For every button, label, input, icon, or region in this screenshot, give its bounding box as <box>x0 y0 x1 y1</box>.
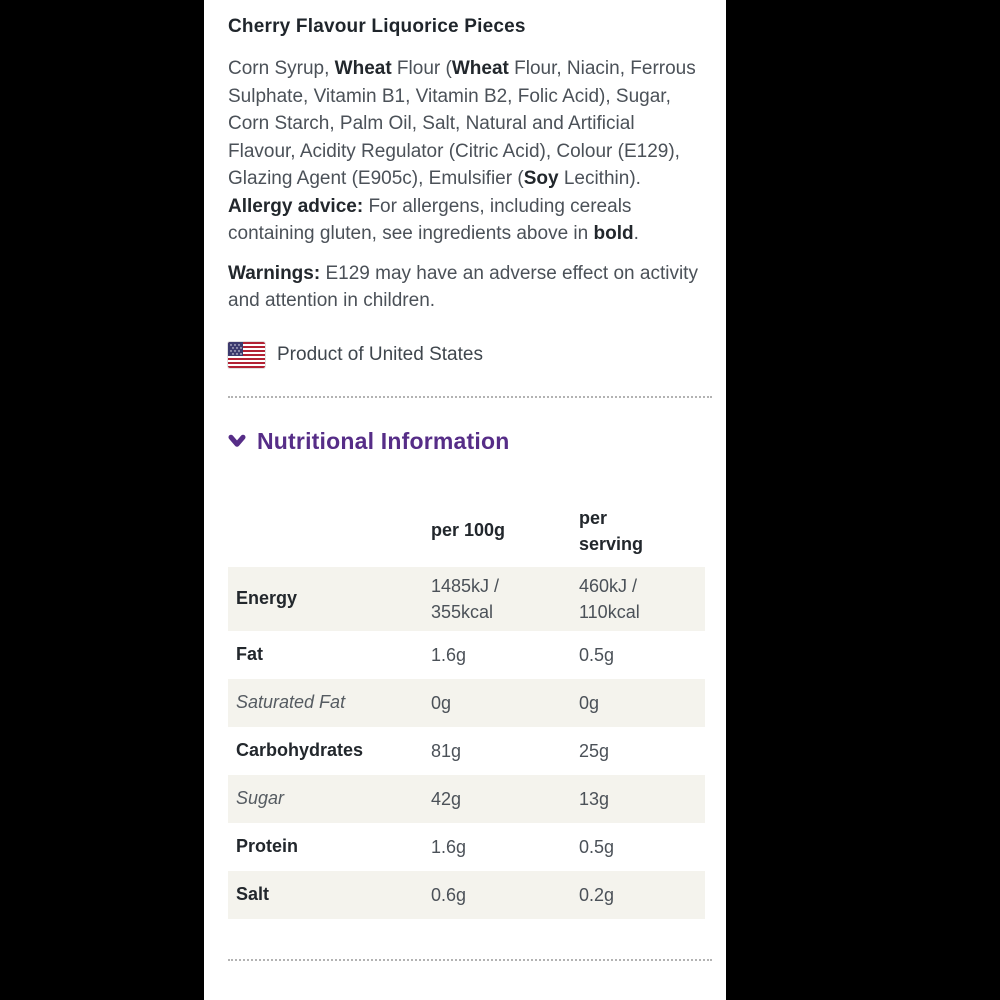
allergen-wheat: Wheat <box>451 58 509 79</box>
nutrition-accordion-toggle[interactable]: Nutritional Information <box>228 428 700 455</box>
allergen-wheat: Wheat <box>334 58 392 79</box>
nutrient-label: Protein <box>236 836 299 856</box>
nutrient-label: Sugar <box>236 788 285 808</box>
per-100g-value: 1.6g <box>431 836 467 857</box>
table-header-row: per 100g per serving <box>228 495 705 567</box>
nutrient-label: Energy <box>236 588 298 608</box>
table-row-energy: Energy 1485kJ /355kcal 460kJ /110kcal <box>228 566 705 631</box>
per-serving-value: 0g <box>579 692 600 713</box>
chevron-down-icon[interactable] <box>228 434 246 449</box>
nutrient-label: Saturated Fat <box>236 692 346 712</box>
section-divider <box>228 958 712 961</box>
table-row-sugar: Sugar 42g 13g <box>228 774 705 823</box>
section-divider <box>228 395 712 398</box>
header-per-100g: per 100g <box>431 520 506 540</box>
per-100g-value: 0.6g <box>431 884 467 905</box>
nutrient-label: Carbohydrates <box>236 740 364 760</box>
warnings: Warnings: E129 may have an adverse effec… <box>228 260 700 315</box>
warnings-text: E129 may have an adverse effect on activ… <box>228 262 698 312</box>
per-100g-value: 1485kJ /355kcal <box>431 575 500 622</box>
us-flag-icon <box>228 341 265 368</box>
table-row-carbohydrates: Carbohydrates 81g 25g <box>228 727 705 775</box>
per-100g-value: 0g <box>431 692 452 713</box>
allergy-advice: Allergy advice: For allergens, including… <box>228 193 700 248</box>
product-title: Cherry Flavour Liquorice Pieces <box>228 16 526 37</box>
per-100g-value: 42g <box>431 788 462 809</box>
ingredients-segment: Flour ( <box>391 58 452 79</box>
origin-text: Product of United States <box>277 343 483 365</box>
per-serving-value: 0.5g <box>579 836 615 857</box>
table-row-saturated-fat: Saturated Fat 0g 0g <box>228 678 705 727</box>
nutrition-table: per 100g per serving Energy 1485kJ /355k… <box>228 495 705 919</box>
per-100g-value: 1.6g <box>431 644 467 665</box>
country-of-origin: Product of United States <box>228 341 700 368</box>
per-100g-value: 81g <box>431 740 462 761</box>
per-serving-value: 0.2g <box>579 884 615 905</box>
allergy-advice-period: . <box>633 223 639 244</box>
per-serving-value: 460kJ /110kcal <box>579 575 640 622</box>
allergy-bold-word: bold <box>593 223 634 244</box>
table-row-salt: Salt 0.6g 0.2g <box>228 870 705 919</box>
warnings-label: Warnings: <box>228 262 321 284</box>
nutrient-label: Fat <box>236 644 263 664</box>
per-serving-value: 25g <box>579 740 610 761</box>
allergen-soy: Soy <box>523 168 559 189</box>
nutrient-label: Salt <box>236 884 270 904</box>
header-per-serving: per serving <box>579 507 644 554</box>
table-row-fat: Fat 1.6g 0.5g <box>228 631 705 679</box>
per-serving-value: 0.5g <box>579 644 615 665</box>
ingredients-segment: Flour, Niacin, Ferrous Sulphate, Vitamin… <box>228 58 696 189</box>
ingredients-segment: Corn Syrup, <box>228 58 335 79</box>
nutrition-heading[interactable]: Nutritional Information <box>257 427 510 454</box>
allergy-advice-label: Allergy advice: <box>228 195 364 217</box>
table-row-protein: Protein 1.6g 0.5g <box>228 823 705 871</box>
per-serving-value: 13g <box>579 788 610 809</box>
ingredients-text: Corn Syrup, Wheat Flour (Wheat Flour, Ni… <box>228 55 700 193</box>
product-detail-panel: Cherry Flavour Liquorice Pieces Corn Syr… <box>204 0 726 1000</box>
allergy-advice-text: For allergens, including cereals contain… <box>228 195 632 245</box>
ingredients-segment: Lecithin). <box>558 168 641 189</box>
